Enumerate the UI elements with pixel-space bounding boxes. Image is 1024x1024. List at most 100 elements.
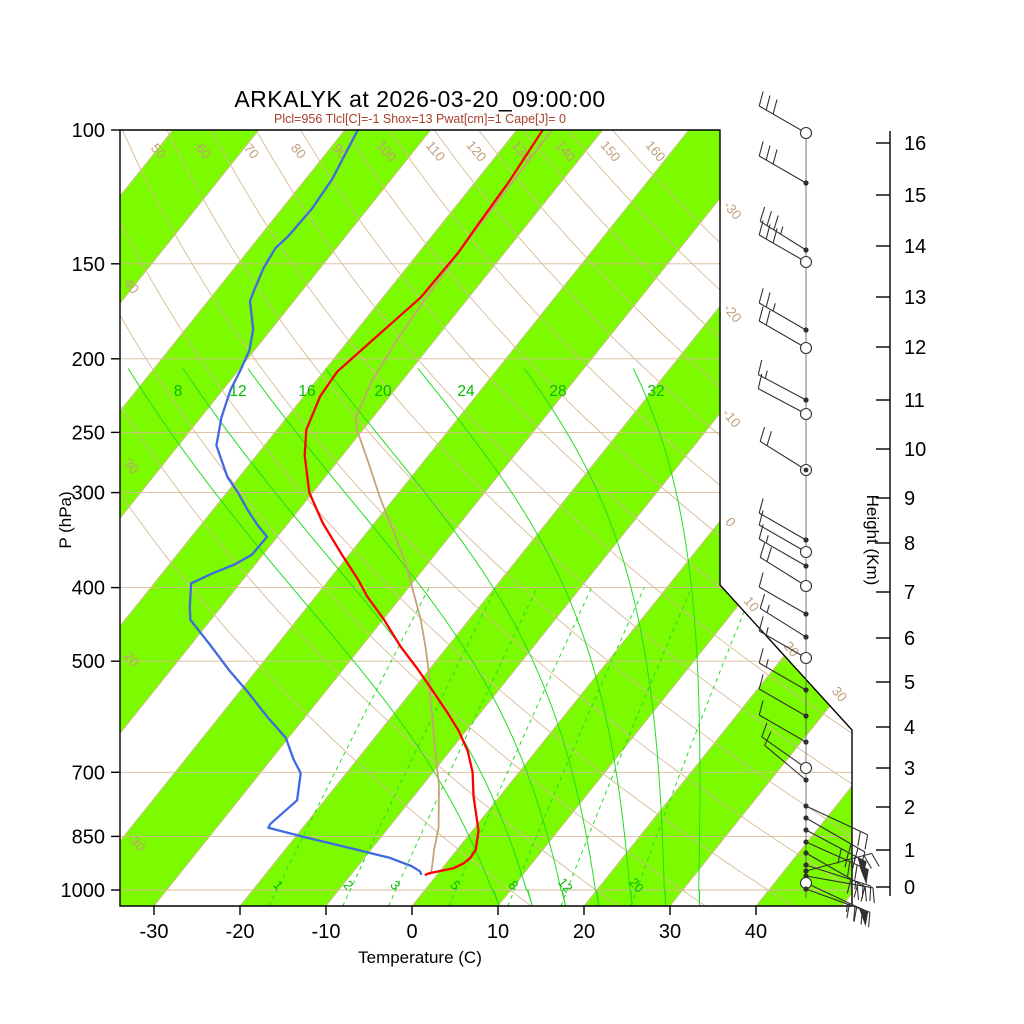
height-tick-label: 8 (904, 533, 915, 555)
dry-adiabat-label: 70 (241, 141, 262, 162)
stripe-band (240, 130, 852, 906)
height-tick-label: 4 (904, 717, 915, 739)
temperature-curve (303, 130, 544, 877)
dry-adiabat-label: 30 (121, 456, 142, 477)
temperature-tick-label: 10 (487, 921, 509, 943)
temperature-tick-label: 30 (659, 921, 681, 943)
isotherm-line (120, 130, 346, 906)
wind-barb (758, 91, 813, 140)
isotherm-label: 30 (829, 684, 850, 705)
wind-barb (758, 648, 809, 693)
wind-barb (759, 426, 813, 477)
wind-barb (758, 498, 809, 543)
dry-adiabat-line (255, 130, 852, 906)
dry-adiabat-label: 20 (121, 649, 142, 670)
isotherm-label: 10 (741, 594, 762, 615)
dry-adiabat-label: 40 (121, 276, 142, 297)
mixing-ratio-line (630, 587, 755, 906)
pressure-tick-label: 700 (72, 762, 105, 784)
wind-barb (758, 700, 809, 745)
moist-adiabat-label: 28 (549, 383, 566, 400)
mixing-ratio-line (268, 587, 430, 906)
stripe-band (584, 130, 852, 906)
moist-adiabat-label: 16 (298, 383, 315, 400)
height-tick-label: 10 (904, 439, 926, 461)
wind-barb (758, 572, 809, 617)
isotherm-line (583, 130, 852, 906)
isotherm-label: -10 (719, 406, 743, 431)
dry-adiabat-line (120, 130, 619, 906)
height-tick-label: 11 (904, 390, 925, 412)
isotherm-line (120, 130, 260, 906)
isotherm-line (120, 130, 518, 906)
height-tick-label: 14 (904, 236, 926, 258)
height-tick-label: 16 (904, 133, 926, 155)
isotherm-label: -30 (720, 198, 744, 223)
height-tick-label: 1 (904, 840, 915, 862)
pressure-tick-label: 250 (72, 422, 105, 444)
temperature-tick-label: -10 (312, 921, 341, 943)
height-tick-label: 15 (904, 185, 926, 207)
page-title: ARKALYK at 2026-03-20_09:00:00 (234, 86, 606, 112)
height-tick-label: 0 (904, 877, 915, 899)
height-tick-label: 9 (904, 488, 915, 510)
dry-adiabat-line (120, 130, 532, 906)
isotherm-line (669, 130, 852, 906)
wind-barb (757, 359, 809, 403)
pressure-tick-label: 500 (72, 651, 105, 673)
dry-adiabat-label: 150 (597, 138, 623, 165)
wind-barb (758, 220, 813, 269)
temperature-axis-title: Temperature (C) (358, 948, 482, 967)
moist-adiabat-label: 32 (647, 383, 664, 400)
pressure-tick-label: 300 (72, 483, 105, 505)
temperature-tick-label: -30 (140, 921, 169, 943)
moist-adiabat-label: 24 (457, 383, 475, 400)
wind-barb (799, 876, 869, 927)
isotherm-line (841, 130, 852, 906)
moist-adiabat-line (325, 368, 600, 906)
moist-adiabat-label: 8 (174, 383, 183, 400)
temperature-tick-label: 40 (745, 921, 767, 943)
dry-adiabat-label: 120 (463, 138, 489, 165)
moist-adiabat-line (523, 368, 667, 906)
temperature-tick-label: -20 (226, 921, 255, 943)
dry-adiabat-line (166, 130, 852, 906)
isotherm-line (0, 130, 87, 906)
wind-barb (803, 852, 880, 874)
wind-barb (803, 886, 871, 928)
moist-adiabat-line (247, 368, 567, 906)
height-tick-label: 3 (904, 758, 915, 780)
wind-barb (758, 510, 813, 559)
plot-frame (119, 129, 853, 907)
wind-barb (761, 722, 813, 775)
dry-adiabat-line (120, 130, 706, 906)
mixing-ratio-line (342, 587, 497, 906)
dry-adiabat-label: 90 (330, 141, 351, 162)
stripe-band (120, 130, 775, 906)
dry-adiabat-line (121, 130, 852, 906)
wind-barb (758, 616, 813, 665)
pressure-tick-label: 200 (72, 349, 105, 371)
dry-adiabat-line (211, 130, 852, 906)
height-tick-label: 5 (904, 672, 915, 694)
stripe-band (0, 130, 87, 906)
isotherm-label: -20 (720, 301, 744, 326)
wind-barb (764, 731, 809, 783)
wind-barb (758, 524, 809, 569)
wind-barb (803, 803, 869, 850)
moist-adiabat-label: 20 (374, 383, 392, 400)
dry-adiabat-line (300, 130, 852, 906)
wind-barb (758, 306, 813, 355)
stripe-band (120, 130, 431, 906)
pressure-tick-label: 850 (72, 826, 105, 848)
wind-barb (803, 839, 869, 885)
parcel-curve (354, 130, 553, 876)
mixing-ratio-line (560, 587, 693, 906)
stripe-band (120, 130, 603, 906)
sounding-indices-subtitle: Plcl=956 Tlcl[C]=-1 Shox=13 Pwat[cm]=1 C… (274, 112, 566, 126)
dry-adiabat-label: 80 (288, 141, 309, 162)
dry-adiabat-label: 60 (193, 141, 214, 162)
pressure-tick-label: 150 (72, 254, 105, 276)
